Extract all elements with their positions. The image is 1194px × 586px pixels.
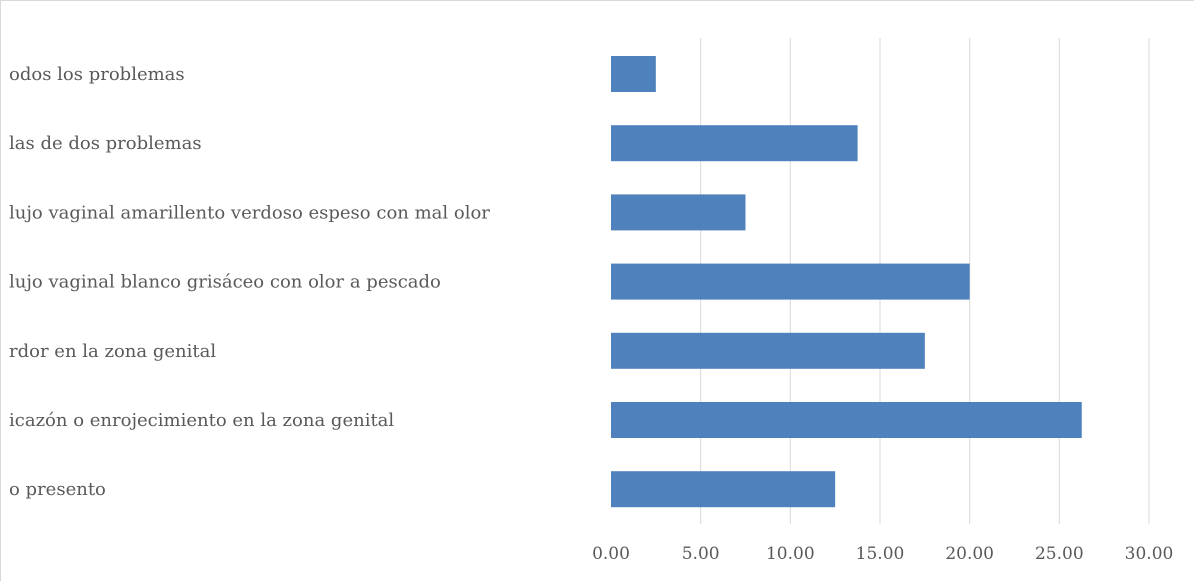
category-label: lujo vaginal amarillento verdoso espeso …: [9, 202, 490, 223]
tick-label: 10.00: [766, 544, 815, 564]
tick-label: 30.00: [1125, 544, 1174, 564]
bar: [611, 263, 970, 300]
category-label: odos los problemas: [9, 64, 185, 85]
category-label: icazón o enrojecimiento en la zona genit…: [9, 410, 394, 431]
category-label: las de dos problemas: [9, 133, 202, 154]
tick-label: 25.00: [1035, 544, 1084, 564]
bar: [611, 471, 836, 508]
category-label: o presento: [9, 479, 106, 500]
bar: [611, 56, 656, 92]
tick-label: 5.00: [682, 544, 720, 564]
tick-labels: 0.00 5.00 10.00 15.00 20.00 25.00 30.00: [592, 544, 1173, 564]
tick-label: 0.00: [592, 544, 630, 564]
bar: [611, 402, 1082, 438]
category-label: rdor en la zona genital: [9, 341, 216, 362]
bars: [611, 56, 1082, 508]
bar: [611, 332, 925, 369]
bar: [611, 194, 746, 231]
bar: [611, 125, 858, 162]
tick-label: 15.00: [856, 544, 905, 564]
category-labels: odos los problemas las de dos problemas lu…: [9, 64, 490, 500]
category-label: lujo vaginal blanco grisáceo con olor a …: [9, 272, 441, 293]
tick-label: 20.00: [945, 544, 994, 564]
